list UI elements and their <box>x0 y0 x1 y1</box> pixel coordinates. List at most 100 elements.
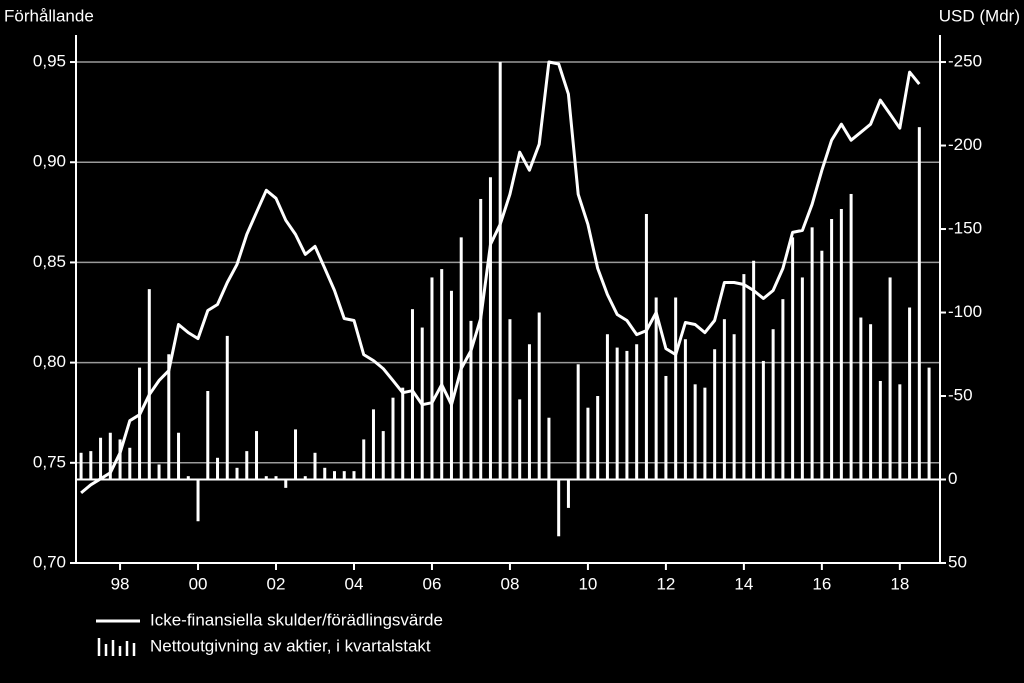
bar <box>596 396 600 480</box>
bar <box>440 269 444 480</box>
bar <box>557 479 561 537</box>
bar <box>752 260 756 480</box>
bar <box>459 237 463 480</box>
bar <box>313 452 317 480</box>
x-tick-label: 14 <box>734 574 753 593</box>
bar <box>371 409 375 480</box>
bar <box>605 334 609 480</box>
x-tick-label: 02 <box>267 574 286 593</box>
bar <box>878 380 882 480</box>
bar <box>810 227 814 480</box>
y2-tick-label: -250 <box>948 52 982 71</box>
bar <box>742 274 746 480</box>
bar <box>225 335 229 480</box>
bar <box>859 317 863 480</box>
y2-tick-label: -150 <box>948 219 982 238</box>
bar <box>274 476 278 480</box>
bar <box>625 350 629 480</box>
bar <box>644 213 648 480</box>
y-tick-label: 0,75 <box>33 452 66 471</box>
bar <box>693 384 697 480</box>
bar <box>547 417 551 480</box>
bar <box>235 467 239 480</box>
bar <box>128 447 132 480</box>
y-axis-title: Förhållande <box>4 6 94 25</box>
bar <box>722 319 726 480</box>
bar <box>771 329 775 480</box>
line <box>80 60 921 495</box>
bar <box>791 237 795 480</box>
bar <box>508 319 512 480</box>
bar <box>518 399 522 480</box>
y2-tick-label: 50 <box>948 552 967 571</box>
bar <box>323 467 327 480</box>
legend-label: Icke-finansiella skulder/förädlingsvärde <box>150 610 443 629</box>
bar <box>469 320 473 480</box>
bar <box>99 437 103 480</box>
bar <box>839 208 843 480</box>
bar <box>849 193 853 480</box>
bar <box>479 198 483 480</box>
bar <box>527 344 531 480</box>
bar <box>352 471 356 480</box>
bar <box>206 391 210 480</box>
x-tick-label: 12 <box>656 574 675 593</box>
x-tick-label: 00 <box>189 574 208 593</box>
bar <box>917 127 921 480</box>
bar <box>664 375 668 480</box>
y2-tick-label: -100 <box>948 302 982 321</box>
x-tick-label: 98 <box>111 574 130 593</box>
bar <box>615 347 619 480</box>
y2-axis-title: USD (Mdr) <box>939 6 1020 25</box>
bar <box>820 250 824 480</box>
bar <box>147 289 151 480</box>
y-tick-label: 0,80 <box>33 352 66 371</box>
bar <box>157 464 161 480</box>
bar <box>401 387 405 480</box>
bar <box>566 479 570 508</box>
bar <box>732 334 736 480</box>
y-tick-label: 0,85 <box>33 252 66 271</box>
bar <box>294 429 298 480</box>
bar <box>79 452 83 480</box>
bar <box>537 312 541 480</box>
bar <box>683 339 687 480</box>
bar <box>654 297 658 480</box>
bar <box>186 476 190 480</box>
bar <box>196 479 200 522</box>
bar <box>800 277 804 480</box>
bar <box>635 344 639 480</box>
bar <box>898 384 902 480</box>
bar <box>167 354 171 480</box>
bar <box>703 387 707 480</box>
bar <box>216 457 220 480</box>
bar <box>830 219 834 480</box>
marks <box>79 60 931 537</box>
bar <box>284 479 288 488</box>
bar <box>138 367 142 480</box>
bar <box>381 431 385 480</box>
x-tick-label: 04 <box>345 574 364 593</box>
bar <box>391 397 395 480</box>
x-tick-label: 18 <box>890 574 909 593</box>
x-tick-label: 16 <box>812 574 831 593</box>
y2-tick-label: 0 <box>948 469 957 488</box>
x-tick-label: 08 <box>500 574 519 593</box>
bar <box>108 432 112 480</box>
bar <box>89 451 93 480</box>
bar <box>245 451 249 480</box>
bar <box>177 432 181 480</box>
y2-tick-label: -200 <box>948 135 982 154</box>
x-tick-label: 06 <box>423 574 442 593</box>
bar <box>576 364 580 480</box>
legend-bar-icon <box>97 638 136 656</box>
bar <box>488 177 492 480</box>
bar <box>674 297 678 480</box>
bar <box>927 367 931 480</box>
bar <box>264 476 268 480</box>
bar <box>586 407 590 480</box>
x-tick-label: 10 <box>578 574 597 593</box>
bar <box>713 349 717 480</box>
